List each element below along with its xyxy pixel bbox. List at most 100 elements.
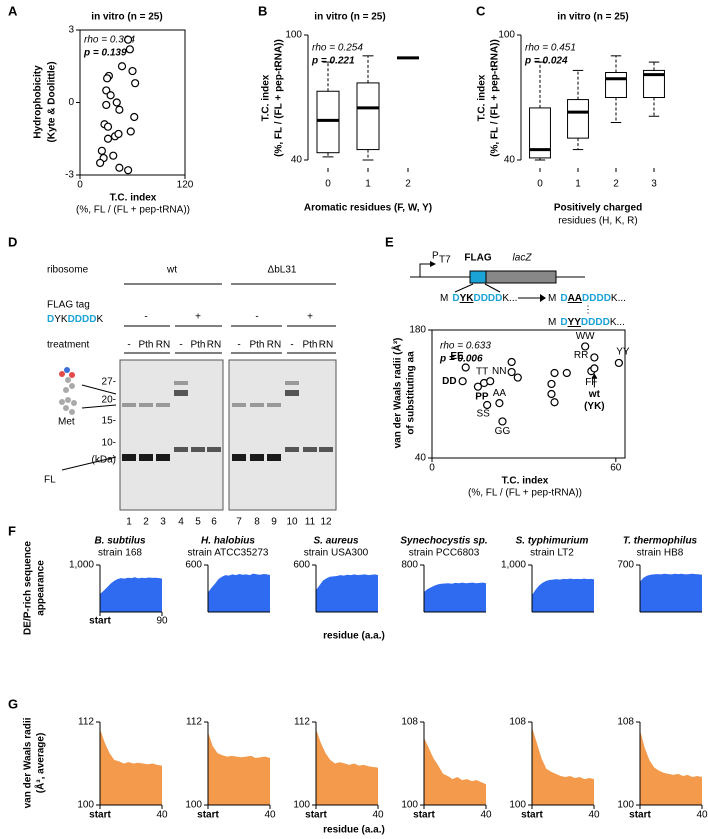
- gel-bands: [174, 390, 333, 452]
- sequence-part: D: [452, 293, 459, 304]
- y-tick-label: 1,000: [69, 560, 94, 571]
- area: [316, 728, 378, 805]
- x-tick-label: 3: [651, 179, 657, 190]
- flag-sequence-part: YK: [54, 314, 68, 325]
- annotation: rho = 0.451: [525, 43, 576, 54]
- point: [550, 398, 559, 407]
- x-tick-label: 0: [537, 179, 543, 190]
- chart-title: S. typhimurium: [516, 536, 589, 547]
- sequence-part: M: [440, 293, 448, 304]
- sequence-part: K...: [502, 293, 517, 304]
- y-axis-label: T.C. index: [261, 74, 272, 121]
- point: [461, 363, 470, 372]
- chart-subtitle: strain LT2: [530, 548, 574, 559]
- flag-state: +: [307, 312, 313, 323]
- treatment-label: -: [290, 340, 293, 351]
- y-axis-label: DE/P-rich sequence: [23, 541, 34, 635]
- sequence-part: DDDD: [581, 317, 610, 328]
- x-tick-label: 60: [610, 463, 622, 474]
- annotation: p = 0.221: [311, 56, 355, 67]
- x-axis-label: T.C. index: [110, 193, 157, 204]
- x-tick-label: start: [89, 616, 111, 627]
- x-tick-label: 1: [365, 179, 371, 190]
- gel-label: FL: [44, 475, 56, 486]
- size-marker: 15-: [102, 416, 116, 427]
- area: [208, 732, 270, 805]
- sequence-part: M: [548, 317, 556, 328]
- point: [112, 98, 121, 107]
- area: [532, 727, 594, 805]
- gel-bands: [122, 381, 299, 407]
- point: [547, 379, 556, 389]
- chart-title: B. subtilus: [94, 536, 146, 547]
- sequence-part: K...: [611, 293, 626, 304]
- tag-label: FLAG: [464, 253, 491, 264]
- panel-label: G: [8, 696, 18, 711]
- chart-title: in vitro (n = 25): [314, 12, 385, 23]
- sequence: M DYKDDDDK...: [440, 293, 517, 304]
- y-tick-label: 40: [504, 155, 516, 166]
- size-marker: (kDa): [92, 455, 116, 466]
- y-axis-label: of substituting aa: [406, 351, 417, 435]
- x-tick-label: 0: [325, 179, 331, 190]
- point: [103, 122, 113, 131]
- y-tick-label: -3: [65, 170, 74, 181]
- x-tick-label: 120: [177, 180, 194, 191]
- y-axis-label: (%, FL / (FL + pep-tRNA)): [490, 39, 501, 157]
- x-axis-label: Positively charged: [554, 203, 642, 214]
- y-axis-label: Hydrophobicity: [33, 65, 44, 139]
- point-label: wt: [588, 389, 601, 400]
- area: [640, 730, 702, 805]
- y-tick-label: 100: [498, 30, 515, 41]
- box: [605, 72, 627, 98]
- point: [114, 129, 123, 139]
- chart-title: S. aureus: [313, 536, 358, 547]
- point: [102, 100, 111, 110]
- x-axis-label: T.C. index: [502, 476, 549, 487]
- peptidyl-trna-icons: [59, 367, 117, 471]
- point: [614, 358, 623, 368]
- x-tick-label: 2: [613, 179, 619, 190]
- x-axis-label: Aromatic residues (F, W, Y): [304, 203, 432, 214]
- lane-number: 5: [195, 517, 201, 528]
- sequence-part: YK: [460, 293, 475, 304]
- chart-title: Synechocystis sp.: [400, 536, 487, 547]
- zoom-line: [454, 283, 474, 293]
- x-tick-label: 90: [156, 616, 168, 627]
- gel-image: [119, 359, 224, 511]
- flag-box: [469, 270, 487, 284]
- point: [486, 377, 495, 386]
- lane-number: 12: [320, 517, 332, 528]
- point: [507, 357, 516, 367]
- x-tick-label: 2: [405, 179, 411, 190]
- point-note: (YK): [584, 401, 605, 412]
- point-label: TT: [476, 367, 488, 378]
- y-tick-label: 40: [415, 453, 427, 464]
- point: [126, 127, 135, 136]
- arrow-head: [540, 294, 546, 302]
- arrow-head: [591, 373, 598, 379]
- size-marker: 27-: [102, 377, 116, 388]
- y-tick-label: 800: [401, 560, 418, 571]
- x-tick-label: start: [521, 810, 543, 821]
- point: [590, 364, 599, 373]
- x-tick-label: 0: [429, 463, 435, 474]
- point: [131, 79, 140, 88]
- point: [103, 134, 113, 143]
- treatment-label: Pth: [249, 340, 264, 351]
- promoter-arrow-head: [430, 261, 436, 267]
- y-tick-label: 0: [68, 97, 74, 108]
- y-tick-label: 108: [509, 717, 526, 728]
- x-axis-label: residue (a.a.): [323, 825, 385, 836]
- panel-label: C: [476, 3, 486, 18]
- promoter-arrow: [419, 263, 432, 277]
- y-tick-label: 100: [285, 30, 302, 41]
- gel-label: Met: [58, 417, 75, 428]
- x-tick-label: start: [413, 810, 435, 821]
- flag-sequence-part: D: [47, 314, 54, 325]
- point-label: AA: [493, 388, 507, 399]
- point: [96, 158, 105, 168]
- chart-subtitle: strain HB8: [637, 548, 684, 559]
- x-tick-label: start: [89, 810, 111, 821]
- flag-state: -: [144, 312, 147, 323]
